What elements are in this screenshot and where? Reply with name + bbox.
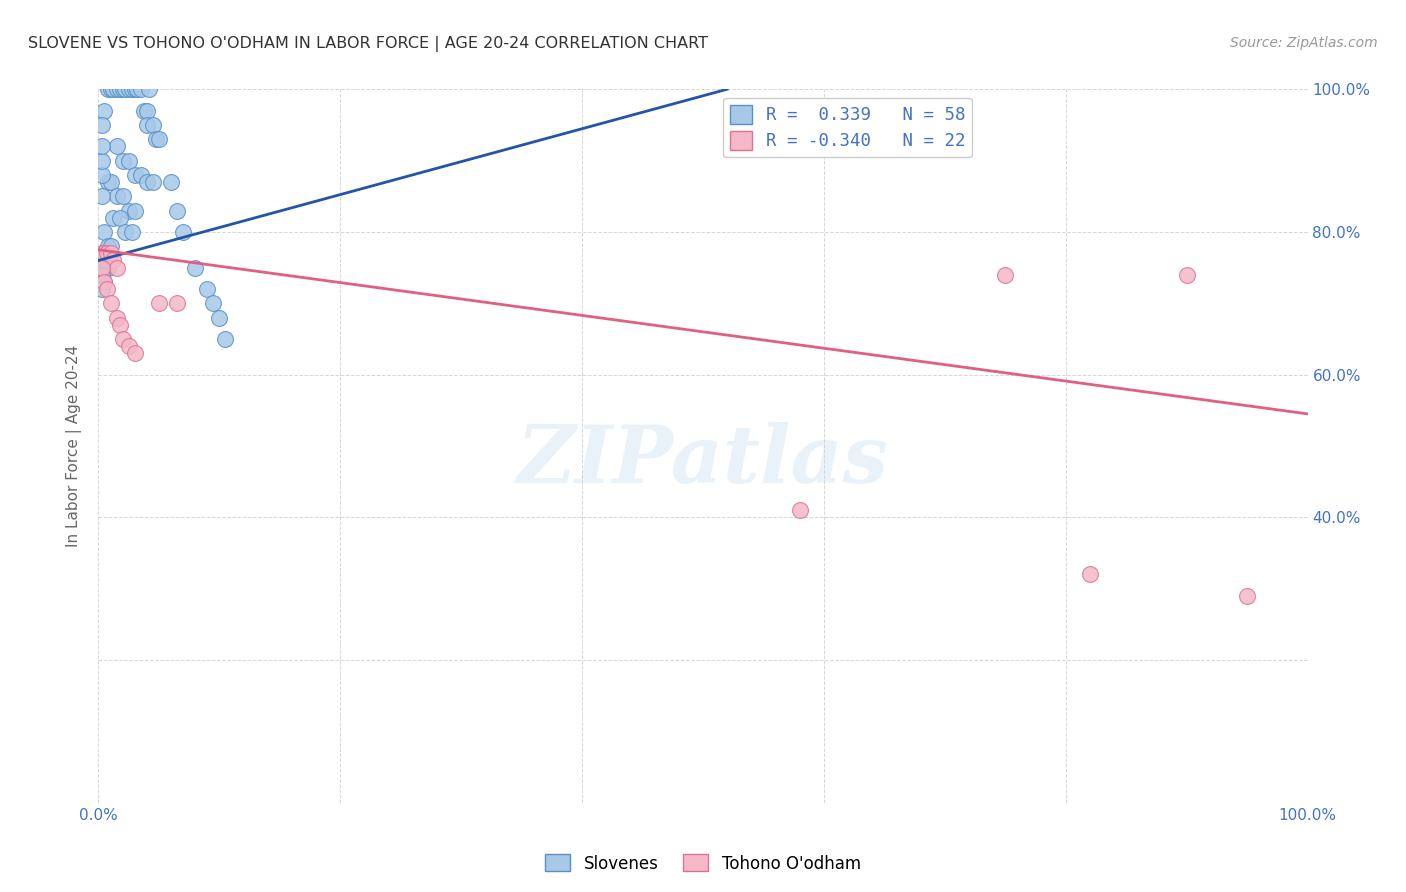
Point: [172, 225, 194, 239]
Point: [118, 203, 141, 218]
Text: ZIPatlas: ZIPatlas: [517, 422, 889, 499]
Point: [111, 153, 134, 168]
Point: [202, 296, 225, 310]
Point: [93, 225, 115, 239]
Point: [105, 310, 128, 325]
Point: [105, 82, 128, 96]
Point: [91, 118, 114, 132]
Point: [148, 132, 170, 146]
Point: [160, 175, 183, 189]
Point: [145, 132, 167, 146]
Point: [105, 189, 128, 203]
Point: [91, 246, 114, 260]
Point: [134, 103, 156, 118]
Point: [135, 175, 157, 189]
Point: [101, 82, 124, 96]
Point: [100, 82, 122, 96]
Point: [97, 175, 120, 189]
Point: [93, 103, 115, 118]
Point: [101, 211, 124, 225]
Point: [148, 296, 170, 310]
Point: [166, 203, 188, 218]
Legend: Slovenes, Tohono O'odham: Slovenes, Tohono O'odham: [538, 847, 868, 880]
Point: [142, 175, 165, 189]
Point: [195, 282, 218, 296]
Point: [111, 189, 134, 203]
Point: [96, 282, 118, 296]
Point: [129, 82, 152, 96]
Point: [135, 118, 157, 132]
Point: [91, 260, 114, 275]
Point: [91, 189, 114, 203]
Point: [118, 153, 141, 168]
Point: [91, 168, 114, 182]
Point: [93, 275, 115, 289]
Point: [100, 296, 122, 310]
Point: [124, 82, 146, 96]
Point: [111, 332, 134, 346]
Point: [1175, 268, 1198, 282]
Point: [1078, 567, 1101, 582]
Point: [138, 82, 160, 96]
Point: [208, 310, 231, 325]
Point: [121, 82, 143, 96]
Point: [97, 239, 120, 253]
Point: [91, 282, 114, 296]
Point: [124, 346, 146, 360]
Point: [124, 168, 146, 182]
Point: [100, 175, 122, 189]
Point: [789, 503, 811, 517]
Point: [118, 339, 141, 353]
Point: [124, 203, 146, 218]
Point: [93, 275, 115, 289]
Text: SLOVENE VS TOHONO O'ODHAM IN LABOR FORCE | AGE 20-24 CORRELATION CHART: SLOVENE VS TOHONO O'ODHAM IN LABOR FORCE…: [28, 36, 709, 52]
Point: [1236, 589, 1258, 603]
Point: [184, 260, 207, 275]
Point: [135, 103, 157, 118]
Point: [97, 82, 120, 96]
Point: [97, 260, 120, 275]
Point: [166, 296, 188, 310]
Point: [121, 225, 143, 239]
Point: [93, 246, 115, 260]
Point: [108, 82, 131, 96]
Legend: R =  0.339   N = 58, R = -0.340   N = 22: R = 0.339 N = 58, R = -0.340 N = 22: [723, 98, 973, 157]
Point: [142, 118, 165, 132]
Point: [101, 253, 124, 268]
Point: [96, 246, 118, 260]
Point: [93, 253, 115, 268]
Point: [100, 246, 122, 260]
Y-axis label: In Labor Force | Age 20-24: In Labor Force | Age 20-24: [66, 345, 83, 547]
Point: [111, 82, 134, 96]
Point: [214, 332, 236, 346]
Point: [91, 268, 114, 282]
Point: [114, 225, 136, 239]
Point: [994, 268, 1017, 282]
Point: [91, 139, 114, 153]
Point: [118, 82, 141, 96]
Point: [91, 153, 114, 168]
Point: [114, 82, 136, 96]
Text: Source: ZipAtlas.com: Source: ZipAtlas.com: [1230, 36, 1378, 50]
Point: [108, 211, 131, 225]
Point: [127, 82, 149, 96]
Point: [100, 239, 122, 253]
Point: [108, 318, 131, 332]
Point: [129, 168, 152, 182]
Point: [105, 139, 128, 153]
Point: [105, 260, 128, 275]
